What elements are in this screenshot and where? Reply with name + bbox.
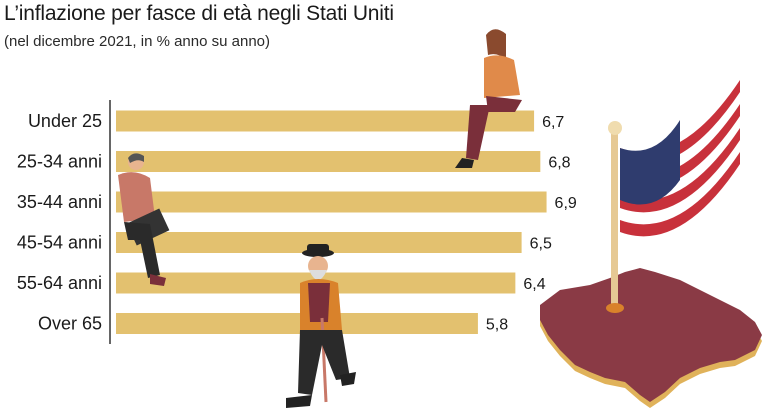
category-label-0: Under 25 xyxy=(28,111,102,131)
bar-3 xyxy=(116,232,522,253)
chart-subtitle: (nel dicembre 2021, in % anno su anno) xyxy=(4,33,271,50)
value-label-0: 6,7 xyxy=(542,114,564,131)
bar-5 xyxy=(116,313,478,334)
chart-title: L’inflazione per fasce di età negli Stat… xyxy=(4,2,394,25)
bar-1 xyxy=(116,151,541,172)
value-label-3: 6,5 xyxy=(530,236,552,253)
value-label-5: 5,8 xyxy=(486,317,508,334)
value-label-1: 6,8 xyxy=(548,155,570,172)
bar-0 xyxy=(116,110,535,132)
us-flag-icon xyxy=(606,80,740,313)
woman-sitting-icon xyxy=(455,29,522,168)
value-label-2: 6,9 xyxy=(555,195,577,212)
old-man-with-cane-icon xyxy=(286,244,356,408)
bar-2 xyxy=(116,191,547,213)
value-label-4: 6,4 xyxy=(523,276,545,293)
us-map-icon xyxy=(540,268,762,408)
category-label-2: 35-44 anni xyxy=(17,192,102,212)
category-label-4: 55-64 anni xyxy=(17,273,102,293)
man-with-tablet-icon xyxy=(118,153,170,286)
bars-group: Under 25 6,7 25-34 anni 6,8 35-44 anni 6,9 45-… xyxy=(17,110,577,334)
category-label-1: 25-34 anni xyxy=(17,152,102,172)
category-label-3: 45-54 anni xyxy=(17,233,102,253)
category-label-5: Over 65 xyxy=(38,314,102,334)
